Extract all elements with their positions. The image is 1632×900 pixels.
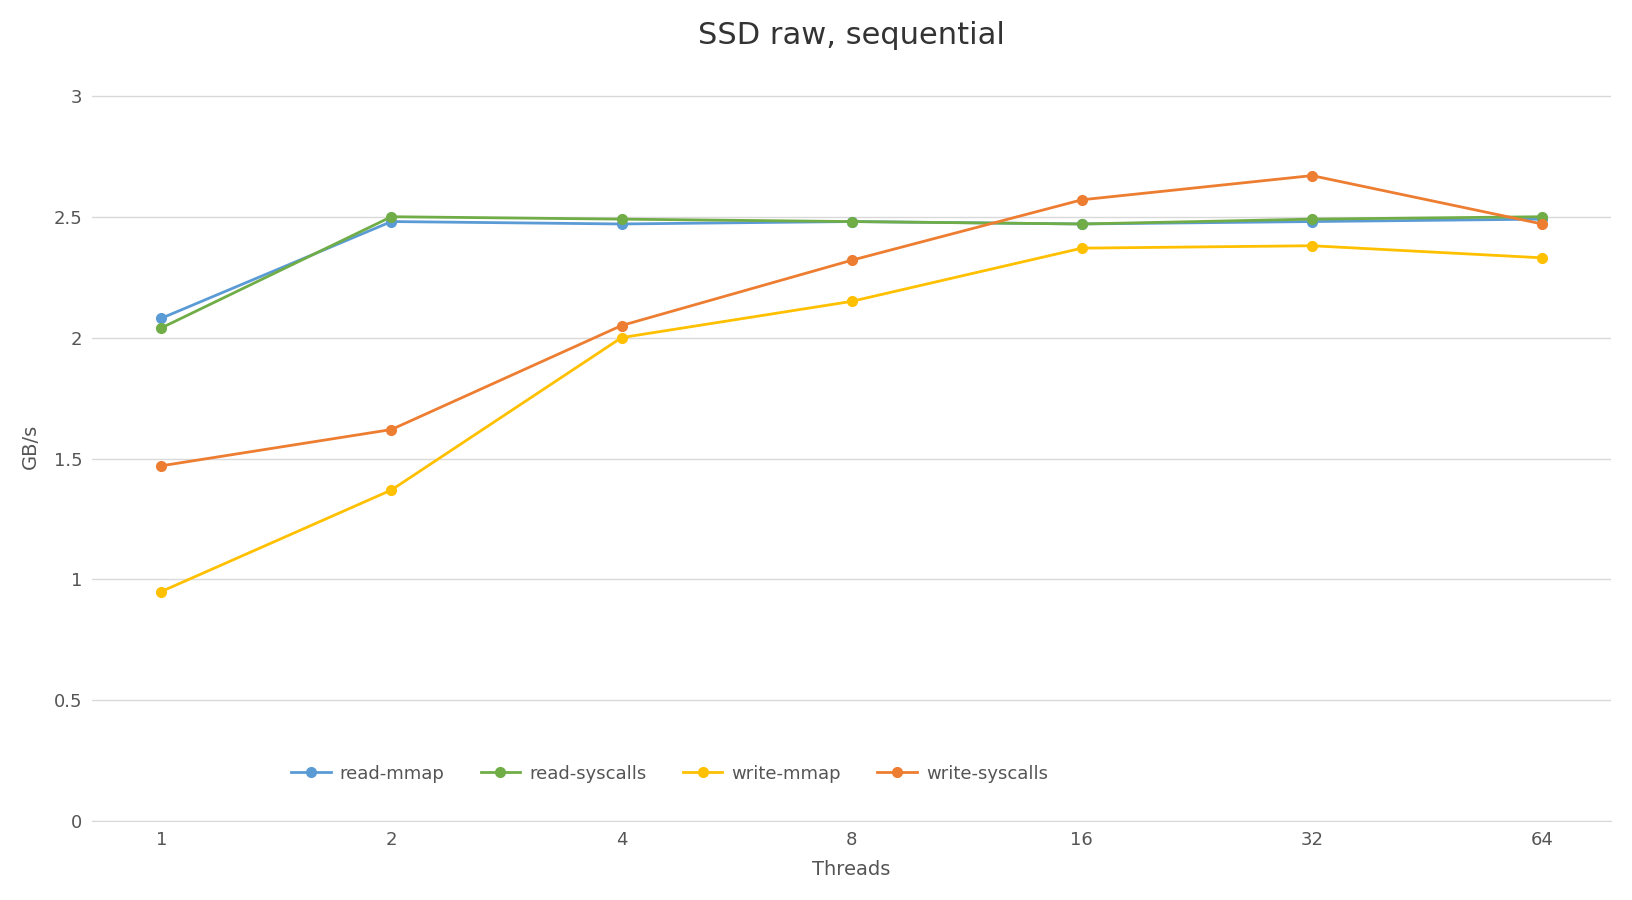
read-mmap [842,216,862,227]
write-mmap [612,332,632,343]
read-syscalls [1302,213,1322,224]
write-mmap [1302,240,1322,251]
Line: write-mmap: write-mmap [157,241,1547,597]
write-syscalls [382,424,401,435]
write-syscalls [152,461,171,472]
X-axis label: Threads: Threads [813,860,891,879]
read-mmap [1532,213,1552,224]
read-syscalls [1072,219,1092,230]
Line: read-mmap: read-mmap [157,214,1547,323]
Line: read-syscalls: read-syscalls [157,212,1547,333]
Line: write-syscalls: write-syscalls [157,171,1547,471]
read-mmap [1302,216,1322,227]
read-syscalls [152,322,171,333]
Y-axis label: GB/s: GB/s [21,424,39,469]
read-mmap [382,216,401,227]
read-syscalls [382,212,401,222]
write-mmap [842,296,862,307]
write-syscalls [1072,194,1092,205]
write-syscalls [612,320,632,331]
read-mmap [1072,219,1092,230]
Legend: read-mmap, read-syscalls, write-mmap, write-syscalls: read-mmap, read-syscalls, write-mmap, wr… [284,758,1056,790]
read-syscalls [1532,212,1552,222]
read-syscalls [612,213,632,224]
read-mmap [152,313,171,324]
write-syscalls [1532,219,1552,230]
read-mmap [612,219,632,230]
write-mmap [1532,252,1552,263]
read-syscalls [842,216,862,227]
write-mmap [152,586,171,597]
Title: SSD raw, sequential: SSD raw, sequential [698,21,1005,50]
write-mmap [1072,243,1092,254]
write-mmap [382,484,401,495]
write-syscalls [842,255,862,266]
write-syscalls [1302,170,1322,181]
